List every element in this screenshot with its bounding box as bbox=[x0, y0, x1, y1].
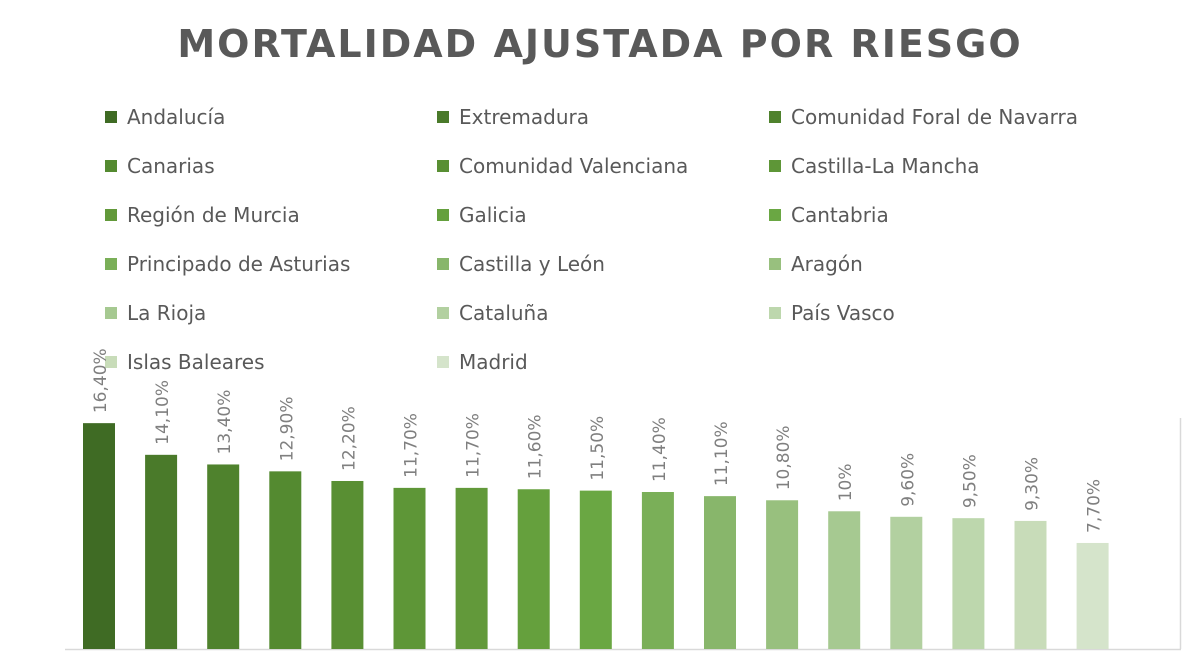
legend-label: Aragón bbox=[791, 252, 863, 276]
legend-label: Canarias bbox=[127, 154, 215, 178]
legend-swatch bbox=[437, 307, 449, 319]
legend-label: País Vasco bbox=[791, 301, 895, 325]
legend-label: Islas Baleares bbox=[127, 350, 265, 374]
legend-label: Principado de Asturias bbox=[127, 252, 351, 276]
legend-item: Cataluña bbox=[437, 301, 548, 325]
data-label: 9,30% bbox=[1023, 457, 1043, 511]
chart-title: MORTALIDAD AJUSTADA POR RIESGO bbox=[177, 22, 1023, 66]
legend-swatch bbox=[769, 209, 781, 221]
legend-swatch bbox=[437, 356, 449, 368]
bar bbox=[952, 518, 985, 649]
bar bbox=[1014, 520, 1047, 649]
legend-swatch bbox=[437, 209, 449, 221]
legend-swatch bbox=[105, 209, 117, 221]
legend-label: Región de Murcia bbox=[127, 203, 300, 227]
bar bbox=[517, 489, 550, 649]
bar bbox=[890, 516, 923, 649]
legend-label: La Rioja bbox=[127, 301, 207, 325]
legend-item: Extremadura bbox=[437, 105, 589, 129]
data-label: 11,60% bbox=[526, 414, 546, 479]
bar bbox=[269, 471, 302, 649]
legend-item: La Rioja bbox=[105, 301, 206, 325]
legend-label: Castilla y León bbox=[459, 252, 605, 276]
data-label: 9,50% bbox=[960, 454, 980, 508]
legend-item: Andalucía bbox=[105, 105, 225, 129]
legend-label: Comunidad Valenciana bbox=[459, 154, 689, 178]
data-label: 11,50% bbox=[588, 416, 608, 481]
legend-label: Madrid bbox=[459, 350, 528, 374]
data-label: 11,70% bbox=[464, 413, 484, 478]
legend-swatch bbox=[105, 160, 117, 172]
bar bbox=[828, 511, 861, 649]
bar bbox=[207, 464, 240, 649]
legend-swatch bbox=[437, 258, 449, 270]
legend-swatch bbox=[769, 160, 781, 172]
data-label: 11,10% bbox=[712, 421, 732, 486]
legend-item: País Vasco bbox=[769, 301, 895, 325]
bar bbox=[83, 423, 115, 649]
legend-item: Aragón bbox=[769, 252, 863, 276]
data-label: 16,40% bbox=[91, 348, 111, 413]
data-label: 7,70% bbox=[1085, 479, 1105, 533]
legend-swatch bbox=[437, 160, 449, 172]
bar bbox=[331, 480, 364, 649]
legend-label: Cantabria bbox=[791, 203, 889, 227]
legend-item: Castilla-La Mancha bbox=[769, 154, 980, 178]
data-label: 12,90% bbox=[277, 397, 297, 462]
data-label: 13,40% bbox=[215, 390, 235, 455]
legend-swatch bbox=[105, 111, 117, 123]
legend-swatch bbox=[769, 258, 781, 270]
legend-item: Galicia bbox=[437, 203, 527, 227]
bar bbox=[145, 454, 178, 649]
legend-item: Cantabria bbox=[769, 203, 889, 227]
legend-item: Madrid bbox=[437, 350, 528, 374]
data-label: 10% bbox=[836, 463, 856, 501]
legend-label: Cataluña bbox=[459, 301, 549, 325]
data-label: 11,40% bbox=[650, 417, 670, 482]
legend-swatch bbox=[769, 111, 781, 123]
legend-label: Andalucía bbox=[127, 105, 226, 129]
bar bbox=[393, 487, 426, 649]
legend-item: Comunidad Foral de Navarra bbox=[769, 105, 1078, 129]
data-label: 11,70% bbox=[402, 413, 422, 478]
legend-item: Islas Baleares bbox=[105, 350, 265, 374]
legend-item: Castilla y León bbox=[437, 252, 605, 276]
legend-label: Comunidad Foral de Navarra bbox=[791, 105, 1079, 129]
legend-item: Canarias bbox=[105, 154, 215, 178]
bar bbox=[704, 496, 736, 649]
legend-swatch bbox=[105, 307, 117, 319]
bar bbox=[641, 492, 674, 649]
legend-item: Comunidad Valenciana bbox=[437, 154, 688, 178]
data-label: 14,10% bbox=[153, 380, 173, 445]
data-label: 9,60% bbox=[898, 453, 918, 507]
legend-swatch bbox=[769, 307, 781, 319]
data-label: 12,20% bbox=[339, 406, 359, 471]
bar bbox=[1076, 542, 1109, 649]
data-label: 10,80% bbox=[774, 425, 794, 490]
legend-item: Región de Murcia bbox=[105, 203, 300, 227]
legend-swatch bbox=[105, 356, 117, 368]
legend-swatch bbox=[437, 111, 449, 123]
legend-label: Galicia bbox=[459, 203, 527, 227]
bar bbox=[455, 487, 488, 649]
legend-label: Castilla-La Mancha bbox=[791, 154, 980, 178]
legend-swatch bbox=[105, 258, 117, 270]
legend-label: Extremadura bbox=[459, 105, 589, 129]
bar bbox=[766, 500, 799, 649]
legend-item: Principado de Asturias bbox=[105, 252, 350, 276]
bar bbox=[579, 490, 612, 649]
